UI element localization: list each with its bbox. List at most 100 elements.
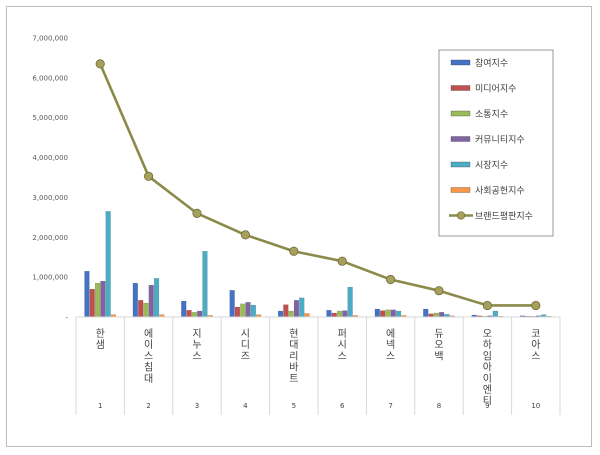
rank-number: 2 (146, 402, 150, 410)
y-tick-label: 2,000,000 (32, 234, 68, 242)
category-label-char: 리 (289, 350, 298, 362)
y-tick-label: 3,000,000 (32, 194, 68, 202)
category-label-char: 트 (289, 374, 298, 385)
bar (278, 310, 284, 318)
category-label-char: 아 (531, 339, 540, 351)
bar (347, 286, 353, 318)
line-point (289, 246, 299, 256)
category-label-char: 즈 (241, 351, 250, 362)
category-label-char: 현 (289, 328, 298, 340)
bar (105, 211, 111, 318)
legend-marker (456, 211, 466, 220)
category-label-char: 퍼 (338, 328, 347, 340)
bar (100, 281, 106, 318)
category-label-char: 대 (144, 373, 153, 385)
legend-swatch (450, 136, 471, 142)
y-tick-label: 6,000,000 (32, 74, 68, 82)
bar (439, 312, 445, 318)
category-label-char: 스 (144, 350, 153, 362)
bar (288, 310, 294, 318)
bar (143, 302, 149, 318)
legend-label: 참여지수 (475, 57, 508, 69)
bar (423, 308, 429, 318)
bar (202, 251, 208, 318)
bar (390, 309, 396, 318)
category-label-char: 이 (144, 339, 153, 351)
rank-number: 1 (98, 402, 102, 410)
legend-box (438, 49, 554, 237)
bar (234, 306, 240, 318)
category-label-char: 누 (192, 339, 201, 351)
category-label-char: 샘 (96, 339, 105, 351)
category-label-char: 침 (144, 362, 153, 374)
bar (380, 310, 386, 318)
rank-number: 7 (388, 402, 392, 410)
x-axis: 한샘1에이스침대2지누스3시디즈4현대리바트5퍼시스6에넥스7듀오백8오하임아이… (75, 316, 561, 415)
y-tick-label: 4,000,000 (32, 154, 68, 162)
bar (229, 290, 235, 318)
category-label-char: 임 (483, 349, 492, 362)
category-label-char: 지 (192, 328, 201, 340)
bar (433, 312, 439, 318)
line-point (434, 286, 444, 296)
y-tick-label: 7,000,000 (32, 35, 68, 43)
bar (283, 304, 289, 318)
category-label-char: 오 (434, 340, 443, 351)
category-label-char: 스 (338, 350, 347, 362)
rank-number: 5 (292, 402, 296, 410)
bar (154, 278, 160, 318)
legend-label: 미디어지수 (475, 84, 516, 95)
category-label-char: 엔 (483, 384, 492, 396)
rank-number: 9 (485, 402, 489, 410)
category-label: 듀오백 (434, 328, 443, 362)
bar (304, 313, 310, 318)
category-label-char: 스 (192, 350, 201, 362)
legend-swatch (450, 187, 471, 193)
category-label: 에넥스 (386, 328, 395, 362)
category-label-char: 대 (289, 339, 298, 351)
rank-number: 10 (531, 402, 540, 410)
category-label-char: 시 (241, 328, 250, 340)
bar (299, 297, 305, 318)
legend-swatch (450, 110, 471, 117)
bar (148, 284, 154, 318)
plot-area (84, 59, 552, 318)
rank-number: 6 (340, 402, 345, 410)
category-label-char: 듀 (434, 328, 443, 340)
bar (240, 303, 246, 318)
legend-label: 사회공헌지수 (475, 186, 525, 197)
bar (396, 310, 402, 318)
line-point (95, 59, 105, 69)
bar (138, 300, 144, 318)
line-point (531, 300, 541, 311)
line-point (482, 300, 492, 311)
category-label-char: 티 (483, 395, 492, 407)
category-label-char: 오 (483, 329, 492, 340)
bar (385, 309, 391, 318)
line-point (192, 208, 202, 218)
category-label: 퍼시스 (338, 328, 347, 362)
bar (84, 271, 90, 318)
bar (186, 310, 192, 318)
bar (374, 308, 380, 318)
category-label-char: 스 (386, 350, 395, 362)
category-label: 코아스 (531, 329, 540, 362)
legend-label: 소통지수 (475, 109, 508, 120)
rank-number: 3 (195, 402, 199, 410)
bar (331, 312, 337, 318)
legend-label: 브랜드평판지수 (475, 211, 533, 222)
y-tick-label: - (65, 314, 68, 322)
category-label-char: 디 (241, 339, 250, 351)
line-point (337, 256, 347, 266)
category-label-char: 에 (144, 328, 153, 340)
y-axis: - 1,000,000 2,000,000 3,000,000 4,000,000 5,0… (32, 35, 68, 322)
category-label-char: 스 (531, 350, 540, 362)
bar (293, 300, 299, 318)
line-point (240, 230, 250, 240)
line-point (144, 171, 154, 181)
category-label: 한샘 (96, 328, 105, 351)
category-label-char: 시 (338, 339, 347, 351)
